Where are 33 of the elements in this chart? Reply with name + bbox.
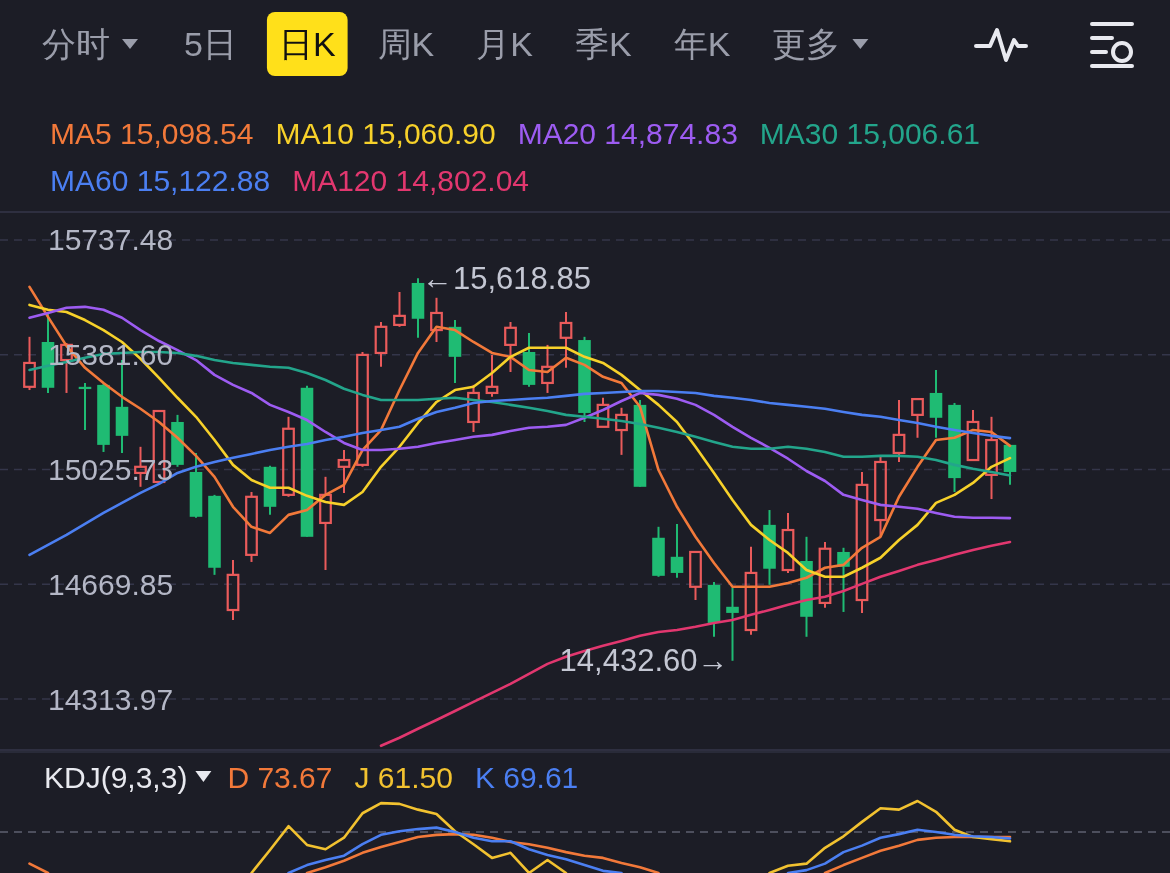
series-label: J 61.50 xyxy=(354,760,453,794)
text: MA60 15,122.88 xyxy=(50,163,271,197)
category-label: 年K xyxy=(673,25,731,63)
candlestick xyxy=(226,559,240,622)
candlestick xyxy=(670,522,684,579)
text: MA5 15,098.54 xyxy=(50,116,254,150)
y-tick-label: 14669.85 xyxy=(48,567,174,601)
candlestick xyxy=(726,586,739,662)
category-label: 月K xyxy=(476,25,534,63)
category-label: 周K xyxy=(377,25,435,63)
series-label: K 69.61 xyxy=(474,760,579,794)
candlestick xyxy=(337,449,351,494)
category-label: 季K xyxy=(574,25,632,63)
candlestick xyxy=(559,310,573,369)
annotation: 14,432.60→ xyxy=(559,643,729,679)
category-label: 5日 xyxy=(184,25,237,63)
candlestick xyxy=(541,343,554,394)
candlestick xyxy=(855,470,869,614)
candlestick xyxy=(319,475,332,572)
category-label: 日K xyxy=(278,25,336,63)
annotation: ←15,618.85 xyxy=(422,260,591,296)
text: D 73.67 xyxy=(227,760,333,794)
text: MA20 14,874.83 xyxy=(517,116,738,150)
y-tick-label: 15737.48 xyxy=(48,223,174,257)
chart-title: KDJ(9,3,3) xyxy=(44,760,188,794)
candlestick xyxy=(430,296,443,343)
text: MA10 15,060.90 xyxy=(275,116,496,150)
category-label: 分时 xyxy=(42,25,110,63)
category-label: 更多 xyxy=(772,25,841,63)
text: MA30 15,006.61 xyxy=(759,116,980,150)
candlestick xyxy=(985,415,998,501)
y-tick-label: 14313.97 xyxy=(48,682,174,716)
text: MA120 14,802.04 xyxy=(292,163,530,197)
